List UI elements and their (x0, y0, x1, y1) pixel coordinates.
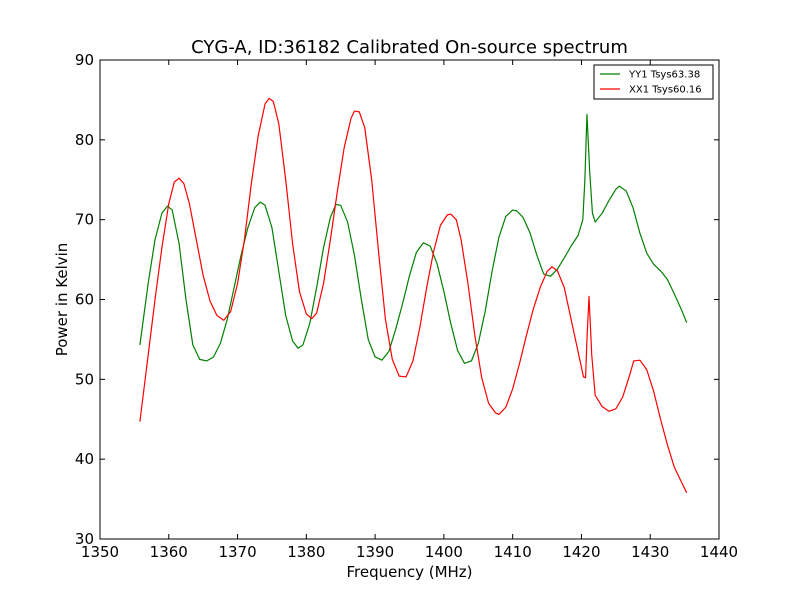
y-tick-label: 40 (75, 450, 94, 468)
x-tick-label: 1380 (287, 543, 325, 561)
plot-frame (99, 59, 720, 540)
series-line-2 (139, 97, 688, 493)
y-tick-label: 30 (75, 530, 94, 548)
y-tick-label: 70 (75, 211, 94, 229)
legend: YY1 Tsys63.38 XX1 Tsys60.16 (593, 64, 714, 100)
x-tick-label: 1390 (356, 543, 394, 561)
y-tick-label: 50 (75, 370, 94, 388)
x-tick-label: 1400 (425, 543, 463, 561)
x-tick-label: 1420 (562, 543, 600, 561)
y-tick-label: 80 (75, 131, 94, 149)
y-axis-ticks: 30 40 50 60 70 80 90 (75, 51, 719, 548)
legend-box (593, 64, 714, 100)
x-axis-label: Frequency (MHz) (346, 563, 472, 581)
x-tick-label: 1430 (631, 543, 669, 561)
x-tick-label: 1440 (700, 543, 738, 561)
legend-label: XX1 Tsys60.16 (629, 85, 702, 96)
y-tick-label: 90 (75, 51, 94, 69)
plot-area: 1350 1360 1370 1380 1390 1400 1410 1420 1430 1440… (75, 51, 738, 561)
x-tick-label: 1360 (150, 543, 188, 561)
y-axis-label: Power in Kelvin (53, 243, 71, 357)
x-tick-label: 1370 (218, 543, 256, 561)
series-layer (139, 97, 688, 493)
series-line-1 (139, 113, 688, 364)
x-tick-label: 1410 (494, 543, 532, 561)
legend-label: YY1 Tsys63.38 (628, 70, 700, 81)
y-tick-label: 60 (75, 291, 94, 309)
chart-title: CYG-A, ID:36182 Calibrated On-source spe… (191, 37, 628, 58)
x-axis-ticks: 1350 1360 1370 1380 1390 1400 1410 1420 1430 1440 (81, 60, 738, 561)
x-tick-label: 1350 (81, 543, 119, 561)
